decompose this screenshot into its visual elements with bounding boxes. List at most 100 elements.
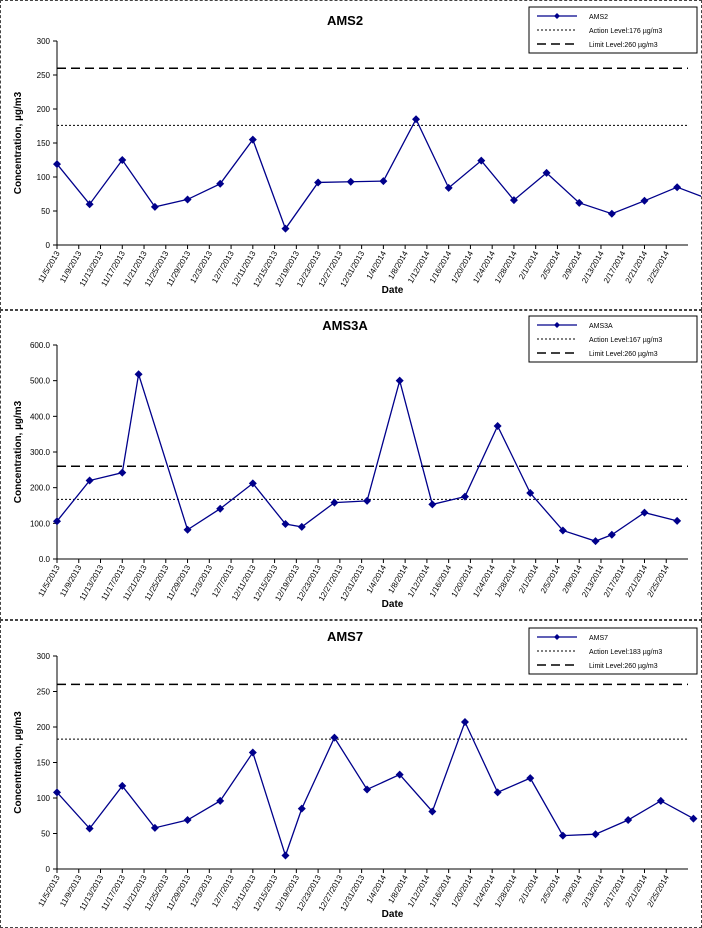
y-axis-title: Concentration, µg/m3	[13, 91, 24, 194]
legend-label: Limit Level:260 µg/m3	[589, 42, 658, 49]
data-point-marker	[150, 202, 159, 211]
data-point-marker	[526, 489, 535, 498]
data-point-marker	[673, 516, 682, 525]
data-point-marker	[281, 224, 290, 233]
data-point-marker	[183, 816, 192, 825]
data-point-marker	[558, 526, 567, 535]
data-point-marker	[248, 748, 257, 757]
data-point-marker	[607, 530, 616, 539]
x-tick-label: 2/25/2014	[645, 249, 671, 285]
y-tick-label: 500.0	[30, 377, 51, 386]
chart-panel-ams3a: AMS3A 0.0 100.0 200.0 300.0 400.0 500.0 600.0 11…	[0, 310, 702, 620]
legend-label: Action Level:176 µg/m3	[589, 28, 662, 35]
data-point-marker	[118, 468, 127, 477]
y-tick-label: 300.0	[30, 448, 51, 457]
y-tick-label: 200	[37, 105, 51, 114]
legend-label: AMS7	[589, 635, 608, 642]
y-tick-label: 150	[37, 139, 51, 148]
legend-label: AMS2	[589, 14, 608, 21]
legend-label: Action Level:167 µg/m3	[589, 337, 662, 344]
y-tick-label: 50	[41, 207, 50, 216]
data-point-marker	[640, 196, 649, 205]
chart-panel-ams2: AMS2 0 50 100 150 200 250 300 11/5/2013 11/9/2013…	[0, 0, 702, 310]
data-point-marker	[493, 421, 502, 430]
data-point-marker	[542, 168, 551, 177]
data-point-marker	[460, 492, 469, 501]
data-point-marker	[53, 160, 61, 169]
data-point-marker	[428, 500, 437, 509]
legend-label: Action Level:183 µg/m3	[589, 649, 662, 656]
legend-swatch-marker	[554, 322, 560, 328]
y-tick-label: 300	[37, 652, 51, 661]
data-point-marker	[509, 196, 518, 205]
data-point-marker	[248, 135, 257, 144]
x-tick-label: 2/1/2014	[517, 563, 541, 595]
data-point-marker	[673, 183, 682, 192]
data-point-marker	[118, 781, 127, 790]
x-tick-label: 1/8/2014	[387, 873, 411, 905]
legend-label: AMS3A	[589, 323, 613, 330]
data-point-marker	[281, 851, 290, 860]
x-tick-label: 2/9/2014	[561, 563, 585, 595]
data-point-marker	[395, 770, 404, 779]
data-point-marker	[656, 796, 665, 805]
y-tick-label: 0	[46, 865, 51, 874]
data-point-marker	[575, 198, 584, 207]
y-tick-label: 100	[37, 173, 51, 182]
data-point-marker	[85, 200, 94, 209]
data-point-marker	[216, 504, 225, 513]
data-point-marker	[444, 183, 453, 192]
data-point-marker	[640, 508, 649, 517]
series-line-ams3a	[56, 374, 678, 542]
data-point-marker	[379, 177, 388, 186]
y-tick-label: 50	[41, 830, 50, 839]
x-tick-label: 2/1/2014	[517, 249, 541, 281]
chart-ams2: AMS205010015020025030011/5/201311/9/2013…	[13, 6, 701, 296]
data-point-marker	[591, 830, 600, 839]
data-point-marker	[689, 814, 698, 823]
x-tick-label: 1/4/2014	[365, 249, 389, 281]
y-tick-label: 0	[46, 241, 51, 250]
data-point-marker	[297, 804, 306, 813]
data-point-marker	[281, 520, 290, 529]
data-point-marker	[412, 115, 421, 124]
data-point-marker	[493, 788, 502, 797]
data-point-marker	[624, 816, 633, 825]
data-point-marker	[85, 824, 94, 833]
y-tick-label: 250	[37, 71, 51, 80]
chart-title: AMS2	[327, 13, 363, 28]
chart-ams3a: AMS3A0.0100.0200.0300.0400.0500.0600.011…	[13, 315, 698, 610]
y-tick-label: 200	[37, 723, 51, 732]
data-point-marker	[363, 496, 372, 505]
y-tick-label: 0.0	[39, 555, 51, 564]
x-tick-label: 1/8/2014	[387, 563, 411, 595]
chart-title: AMS7	[327, 629, 363, 644]
chart-title: AMS3A	[322, 318, 368, 333]
y-axis-title: Concentration, µg/m3	[13, 711, 24, 814]
x-axis-title: Date	[382, 599, 404, 610]
y-tick-label: 100	[37, 794, 51, 803]
series-line-ams2	[56, 117, 701, 231]
x-tick-label: 2/25/2014	[645, 873, 671, 909]
data-point-marker	[118, 156, 127, 164]
x-tick-label: 1/4/2014	[365, 563, 389, 595]
data-point-marker	[216, 796, 225, 805]
y-tick-label: 250	[37, 688, 51, 697]
legend: AMS7 Action Level:183 µg/m3 Limit Level:26…	[528, 627, 698, 675]
y-tick-label: 200.0	[30, 484, 51, 493]
data-point-marker	[297, 522, 306, 531]
data-point-marker	[183, 195, 192, 204]
x-tick-label: 2/9/2014	[561, 249, 585, 281]
x-axis-title: Date	[382, 909, 404, 920]
data-point-marker	[607, 209, 616, 218]
x-tick-label: 2/1/2014	[517, 873, 541, 905]
data-point-marker	[363, 785, 372, 794]
data-point-marker	[591, 537, 600, 546]
x-axis-title: Date	[382, 285, 404, 296]
y-tick-label: 150	[37, 759, 51, 768]
legend: AMS3A Action Level:167 µg/m3 Limit Level:2…	[528, 315, 698, 363]
legend-swatch-marker	[554, 13, 560, 19]
x-tick-label: 2/5/2014	[539, 563, 563, 595]
y-tick-label: 100.0	[30, 519, 51, 528]
